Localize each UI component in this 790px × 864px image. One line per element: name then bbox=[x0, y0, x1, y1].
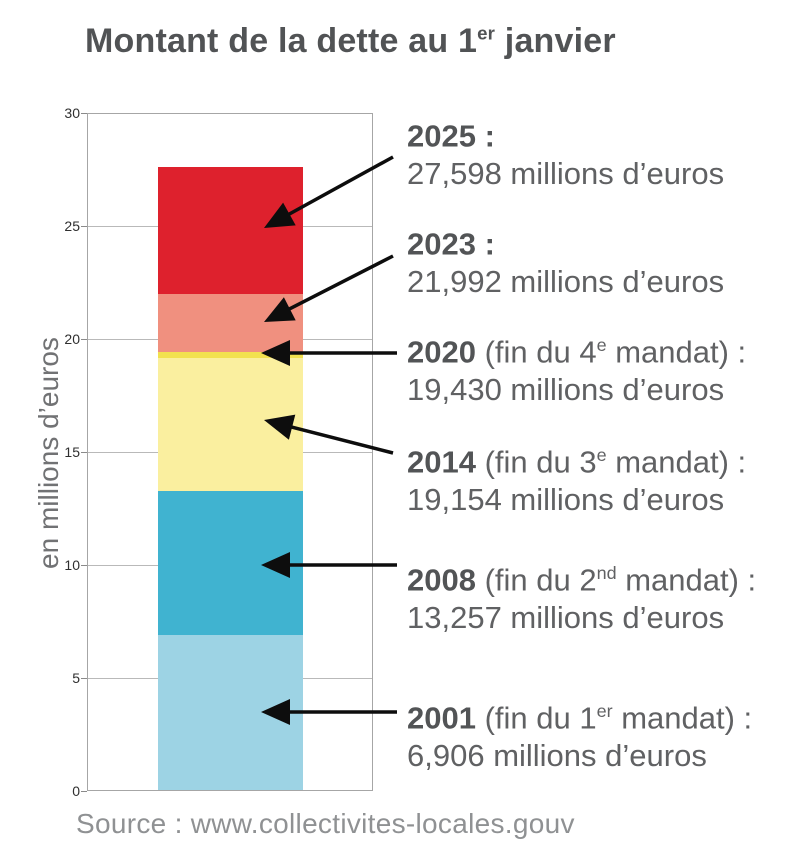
y-axis-tick bbox=[81, 226, 87, 227]
y-axis-tick bbox=[81, 452, 87, 453]
y-axis-tick bbox=[81, 339, 87, 340]
y-axis-tick bbox=[81, 791, 87, 792]
annotation-year: 2023 : bbox=[407, 226, 495, 262]
annotation-value: 21,992 millions d’euros bbox=[407, 264, 725, 300]
annotation-heading: 2020 (fin du 4e mandat) : bbox=[407, 326, 789, 371]
annotation-heading: 2025 : bbox=[407, 110, 789, 155]
y-tick-label-10: 10 bbox=[64, 557, 80, 573]
annotation-year: 2001 bbox=[407, 700, 476, 736]
page-title-text: Montant de la dette au 1 bbox=[85, 22, 478, 60]
annotation-label-end: mandat) : bbox=[612, 700, 753, 736]
y-tick-label-20: 20 bbox=[64, 331, 80, 347]
annotation-label-end: mandat) : bbox=[616, 562, 757, 598]
annotation-heading: 2001 (fin du 1er mandat) : bbox=[407, 692, 789, 737]
annotation-label-sup: e bbox=[596, 445, 607, 465]
page-title-superscript: er bbox=[477, 22, 496, 44]
page-title: Montant de la dette au 1er janvier bbox=[85, 22, 616, 61]
annotation-2001: 2001 (fin du 1er mandat) : 6,906 million… bbox=[407, 692, 789, 775]
y-axis-tick bbox=[81, 113, 87, 114]
bar-segment-2001 bbox=[158, 635, 303, 790]
annotation-label-end: mandat) : bbox=[606, 444, 747, 480]
annotation-value: 27,598 millions d’euros bbox=[407, 156, 725, 192]
annotation-2014: 2014 (fin du 3e mandat) : 19,154 million… bbox=[407, 436, 789, 519]
annotation-heading: 2008 (fin du 2nd mandat) : bbox=[407, 554, 789, 599]
annotation-year: 2025 : bbox=[407, 118, 495, 154]
annotation-year: 2020 bbox=[407, 334, 476, 370]
source-caption: Source : www.collectivites-locales.gouv bbox=[76, 808, 575, 839]
y-tick-label-30: 30 bbox=[64, 105, 80, 121]
annotation-2025: 2025 : 27,598 millions d’euros bbox=[407, 110, 789, 193]
annotation-label: (fin du 1 bbox=[475, 700, 597, 736]
annotation-value: 19,430 millions d’euros bbox=[407, 372, 725, 408]
annotation-value: 6,906 millions d’euros bbox=[407, 738, 707, 774]
annotation-label-end: mandat) : bbox=[606, 334, 747, 370]
annotation-label: (fin du 2 bbox=[475, 562, 597, 598]
y-tick-label-15: 15 bbox=[64, 444, 80, 460]
annotation-2023: 2023 : 21,992 millions d’euros bbox=[407, 218, 789, 301]
annotation-2020: 2020 (fin du 4e mandat) : 19,430 million… bbox=[407, 326, 789, 409]
annotation-2008: 2008 (fin du 2nd mandat) : 13,257 millio… bbox=[407, 554, 789, 637]
plot-area bbox=[87, 113, 373, 791]
annotation-value: 13,257 millions d’euros bbox=[407, 600, 725, 636]
annotation-label: (fin du 4 bbox=[475, 334, 597, 370]
annotation-label-sup: er bbox=[596, 701, 613, 721]
y-axis-tick bbox=[81, 678, 87, 679]
annotation-heading: 2014 (fin du 3e mandat) : bbox=[407, 436, 789, 481]
y-tick-label-0: 0 bbox=[72, 783, 80, 799]
annotation-year: 2014 bbox=[407, 444, 476, 480]
annotation-value: 19,154 millions d’euros bbox=[407, 482, 725, 518]
y-axis-tick bbox=[81, 565, 87, 566]
annotation-label: (fin du 3 bbox=[475, 444, 597, 480]
annotation-year: 2008 bbox=[407, 562, 476, 598]
annotation-label-sup: nd bbox=[596, 563, 617, 583]
annotation-heading: 2023 : bbox=[407, 218, 789, 263]
page-title-text-end: janvier bbox=[495, 22, 616, 60]
y-tick-label-25: 25 bbox=[64, 218, 80, 234]
y-tick-label-5: 5 bbox=[72, 670, 80, 686]
annotation-label-sup: e bbox=[596, 335, 607, 355]
